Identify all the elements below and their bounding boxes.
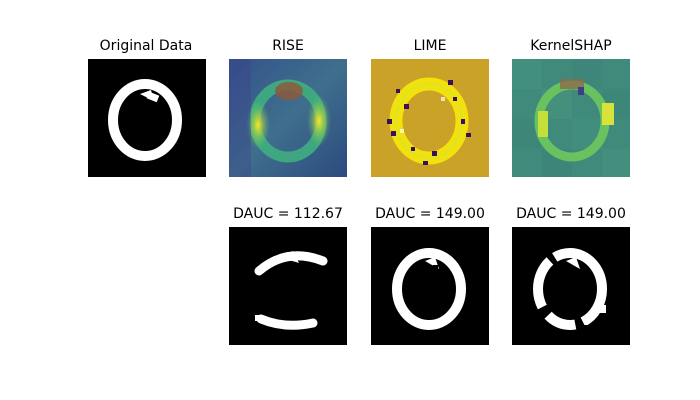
- image-kernelshap-masked: [512, 227, 630, 345]
- heatmap-rise: [229, 59, 347, 177]
- heatmap-lime: [371, 59, 489, 177]
- panel-title-rise-dauc: DAUC = 112.67: [233, 206, 343, 222]
- panel-title-kernelshap-dauc: DAUC = 149.00: [516, 206, 626, 222]
- heatmap-kernelshap: [512, 59, 630, 177]
- panel-title-original: Original Data: [99, 38, 193, 54]
- image-rise-masked: [229, 227, 347, 345]
- panel-title-lime-dauc: DAUC = 149.00: [375, 206, 485, 222]
- panel-title-rise: RISE: [272, 38, 304, 54]
- image-original-digit: [88, 59, 206, 177]
- panel-title-lime: LIME: [413, 38, 447, 54]
- image-lime-masked: [371, 227, 489, 345]
- panel-title-kernelshap: KernelSHAP: [530, 38, 612, 54]
